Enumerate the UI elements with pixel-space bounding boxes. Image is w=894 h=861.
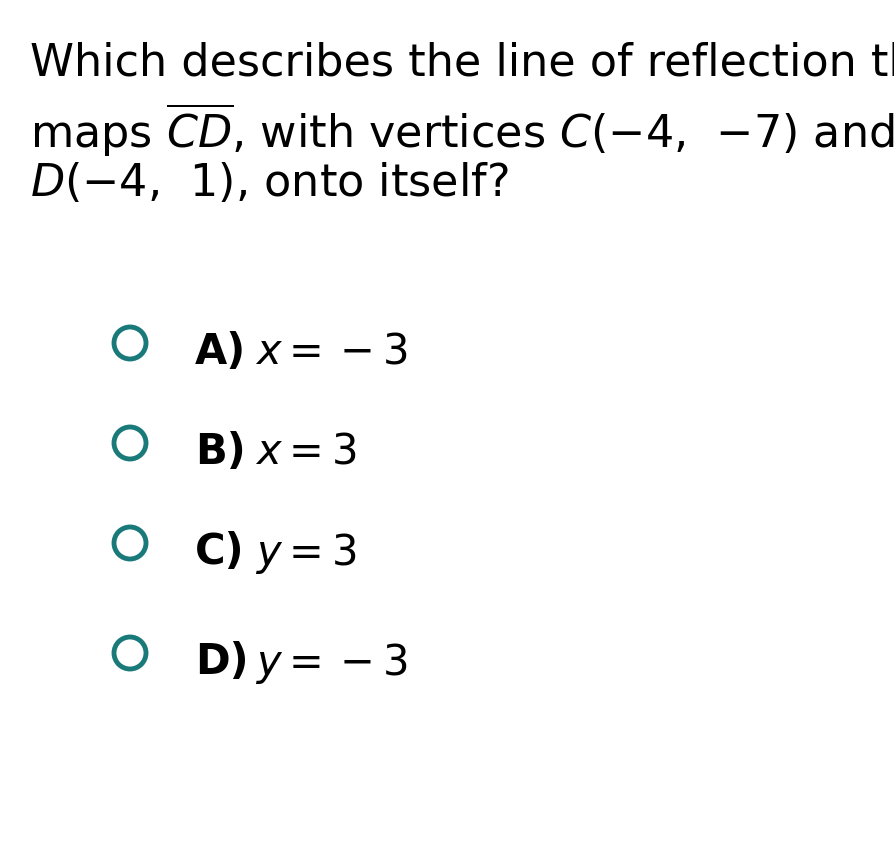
Text: $x = 3$: $x = 3$ — [255, 431, 357, 473]
Text: B): B) — [195, 431, 246, 473]
Text: maps $\overline{CD}$, with vertices $C$(−4,  −7) and: maps $\overline{CD}$, with vertices $C$(… — [30, 101, 894, 159]
Text: $y = 3$: $y = 3$ — [255, 531, 357, 576]
Text: A): A) — [195, 331, 246, 373]
Text: Which describes the line of reflection that: Which describes the line of reflection t… — [30, 41, 894, 84]
Text: $D$(−4,  1), onto itself?: $D$(−4, 1), onto itself? — [30, 161, 509, 205]
Text: D): D) — [195, 641, 249, 683]
Text: $y =-3$: $y =-3$ — [255, 641, 408, 686]
Text: $x =-3$: $x =-3$ — [255, 331, 409, 373]
Text: C): C) — [195, 531, 245, 573]
